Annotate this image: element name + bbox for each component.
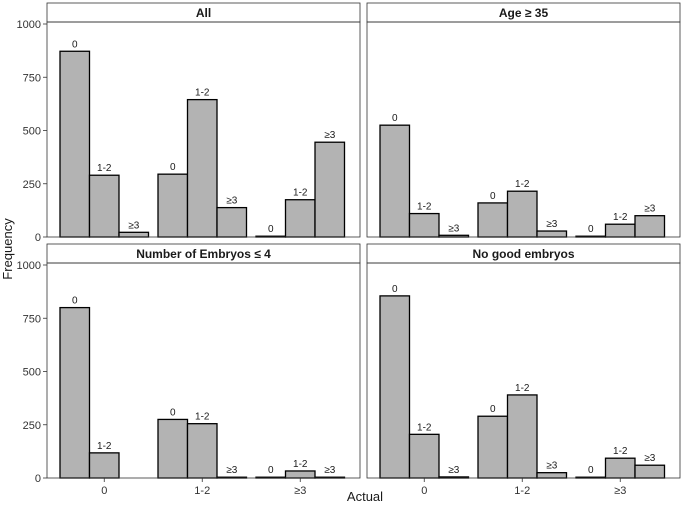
bar-label: 1-2 <box>417 202 432 213</box>
panel-border <box>366 262 681 479</box>
bar-label: 0 <box>392 113 398 124</box>
x-tick-label: ≥3 <box>294 485 306 497</box>
bar-label: ≥3 <box>644 204 655 215</box>
panels-layer: All 0 1-2 ≥3 0 1-2 ≥3 0 1-2 ≥3 0 250 500 750 1000 Age ≥… <box>17 2 681 497</box>
x-tick-label: 0 <box>101 485 107 497</box>
bar-label: ≥3 <box>128 220 139 231</box>
bar-label: 0 <box>588 465 594 476</box>
x-tick-label: 1-2 <box>194 485 210 497</box>
bar <box>506 394 538 479</box>
bar-label: 1-2 <box>613 212 628 223</box>
bar-label: 1-2 <box>195 88 210 99</box>
y-tick-label: 0 <box>35 473 41 485</box>
bar <box>536 472 568 479</box>
bar-label: 1-2 <box>515 383 530 394</box>
bar-label: ≥3 <box>226 196 237 207</box>
bar-label: 0 <box>170 407 176 418</box>
bar-label: 0 <box>490 191 496 202</box>
bar <box>408 433 440 479</box>
bar-label: 1-2 <box>97 441 112 452</box>
bar <box>216 206 248 238</box>
bar <box>408 212 440 238</box>
bar-label: 0 <box>268 224 274 235</box>
panel-title: No good embryos <box>472 247 574 261</box>
y-tick-label: 250 <box>23 420 41 432</box>
bar <box>186 98 218 238</box>
bar-label: ≥3 <box>448 465 459 476</box>
panel-border <box>46 262 361 479</box>
bar-label: 1-2 <box>515 179 530 190</box>
bar-label: 1-2 <box>293 188 308 199</box>
bar-label: 0 <box>170 162 176 173</box>
bar <box>284 199 316 238</box>
bar <box>157 173 189 238</box>
y-tick-label: 250 <box>23 179 41 191</box>
y-tick-label: 1000 <box>17 19 41 31</box>
bar-label: 1-2 <box>417 422 432 433</box>
y-tick-label: 500 <box>23 367 41 379</box>
bar <box>634 215 666 238</box>
y-tick-label: 750 <box>23 313 41 325</box>
bar <box>604 223 636 238</box>
bar <box>88 174 120 238</box>
bar <box>379 124 411 238</box>
bar-label: ≥3 <box>644 453 655 464</box>
panel-title: Number of Embryos ≤ 4 <box>136 247 271 261</box>
y-tick-label: 750 <box>23 72 41 84</box>
bar-label: 0 <box>588 224 594 235</box>
y-tick-label: 1000 <box>17 260 41 272</box>
bar-label: ≥3 <box>324 465 335 476</box>
x-tick-label: ≥3 <box>614 485 626 497</box>
bar <box>118 231 150 238</box>
bar-label: 1-2 <box>97 163 112 174</box>
x-axis-title: Actual <box>347 489 383 504</box>
bar <box>59 50 91 238</box>
panel-0: All 0 1-2 ≥3 0 1-2 ≥3 0 1-2 ≥3 0 250 500 750 1000 <box>17 2 361 244</box>
bar <box>477 415 509 479</box>
bar-label: ≥3 <box>324 130 335 141</box>
y-tick-label: 0 <box>35 232 41 244</box>
bar-label: 1-2 <box>195 412 210 423</box>
bar <box>604 457 636 479</box>
bar <box>634 464 666 479</box>
panel-border <box>46 21 361 238</box>
bar-label: 0 <box>268 465 274 476</box>
bar-label: ≥3 <box>546 461 557 472</box>
bar <box>157 418 189 479</box>
bar <box>477 202 509 238</box>
bar <box>379 295 411 479</box>
panel-1: Age ≥ 35 0 1-2 ≥3 0 1-2 ≥3 0 1-2 ≥3 <box>366 2 681 238</box>
panel-2: Number of Embryos ≤ 4 0 1-2 0 1-2 ≥3 0 1-2 ≥3 0 25… <box>17 243 361 497</box>
panel-title: All <box>196 6 211 20</box>
panel-border <box>366 21 681 238</box>
bar-label: ≥3 <box>226 465 237 476</box>
bar <box>536 230 568 238</box>
x-tick-label: 0 <box>421 485 427 497</box>
panel-title: Age ≥ 35 <box>499 6 549 20</box>
bar <box>314 141 346 238</box>
y-tick-label: 500 <box>23 126 41 138</box>
bar-label: ≥3 <box>546 219 557 230</box>
bar <box>59 306 91 479</box>
bar-label: 1-2 <box>613 446 628 457</box>
bar-label: 1-2 <box>293 459 308 470</box>
y-axis-title: Frequency <box>0 218 15 280</box>
bar-label: 0 <box>392 284 398 295</box>
bar-label: 0 <box>490 404 496 415</box>
bar-label: 0 <box>72 296 78 307</box>
panel-3: No good embryos 0 1-2 ≥3 0 1-2 ≥3 0 1-2 ≥3 0 1-2 ≥3 <box>366 243 681 497</box>
bar-label: 0 <box>72 39 78 50</box>
bar-label: ≥3 <box>448 223 459 234</box>
bar <box>88 452 120 479</box>
x-tick-label: 1-2 <box>514 485 530 497</box>
bar <box>284 470 316 479</box>
bar <box>186 423 218 479</box>
bar <box>506 190 538 238</box>
